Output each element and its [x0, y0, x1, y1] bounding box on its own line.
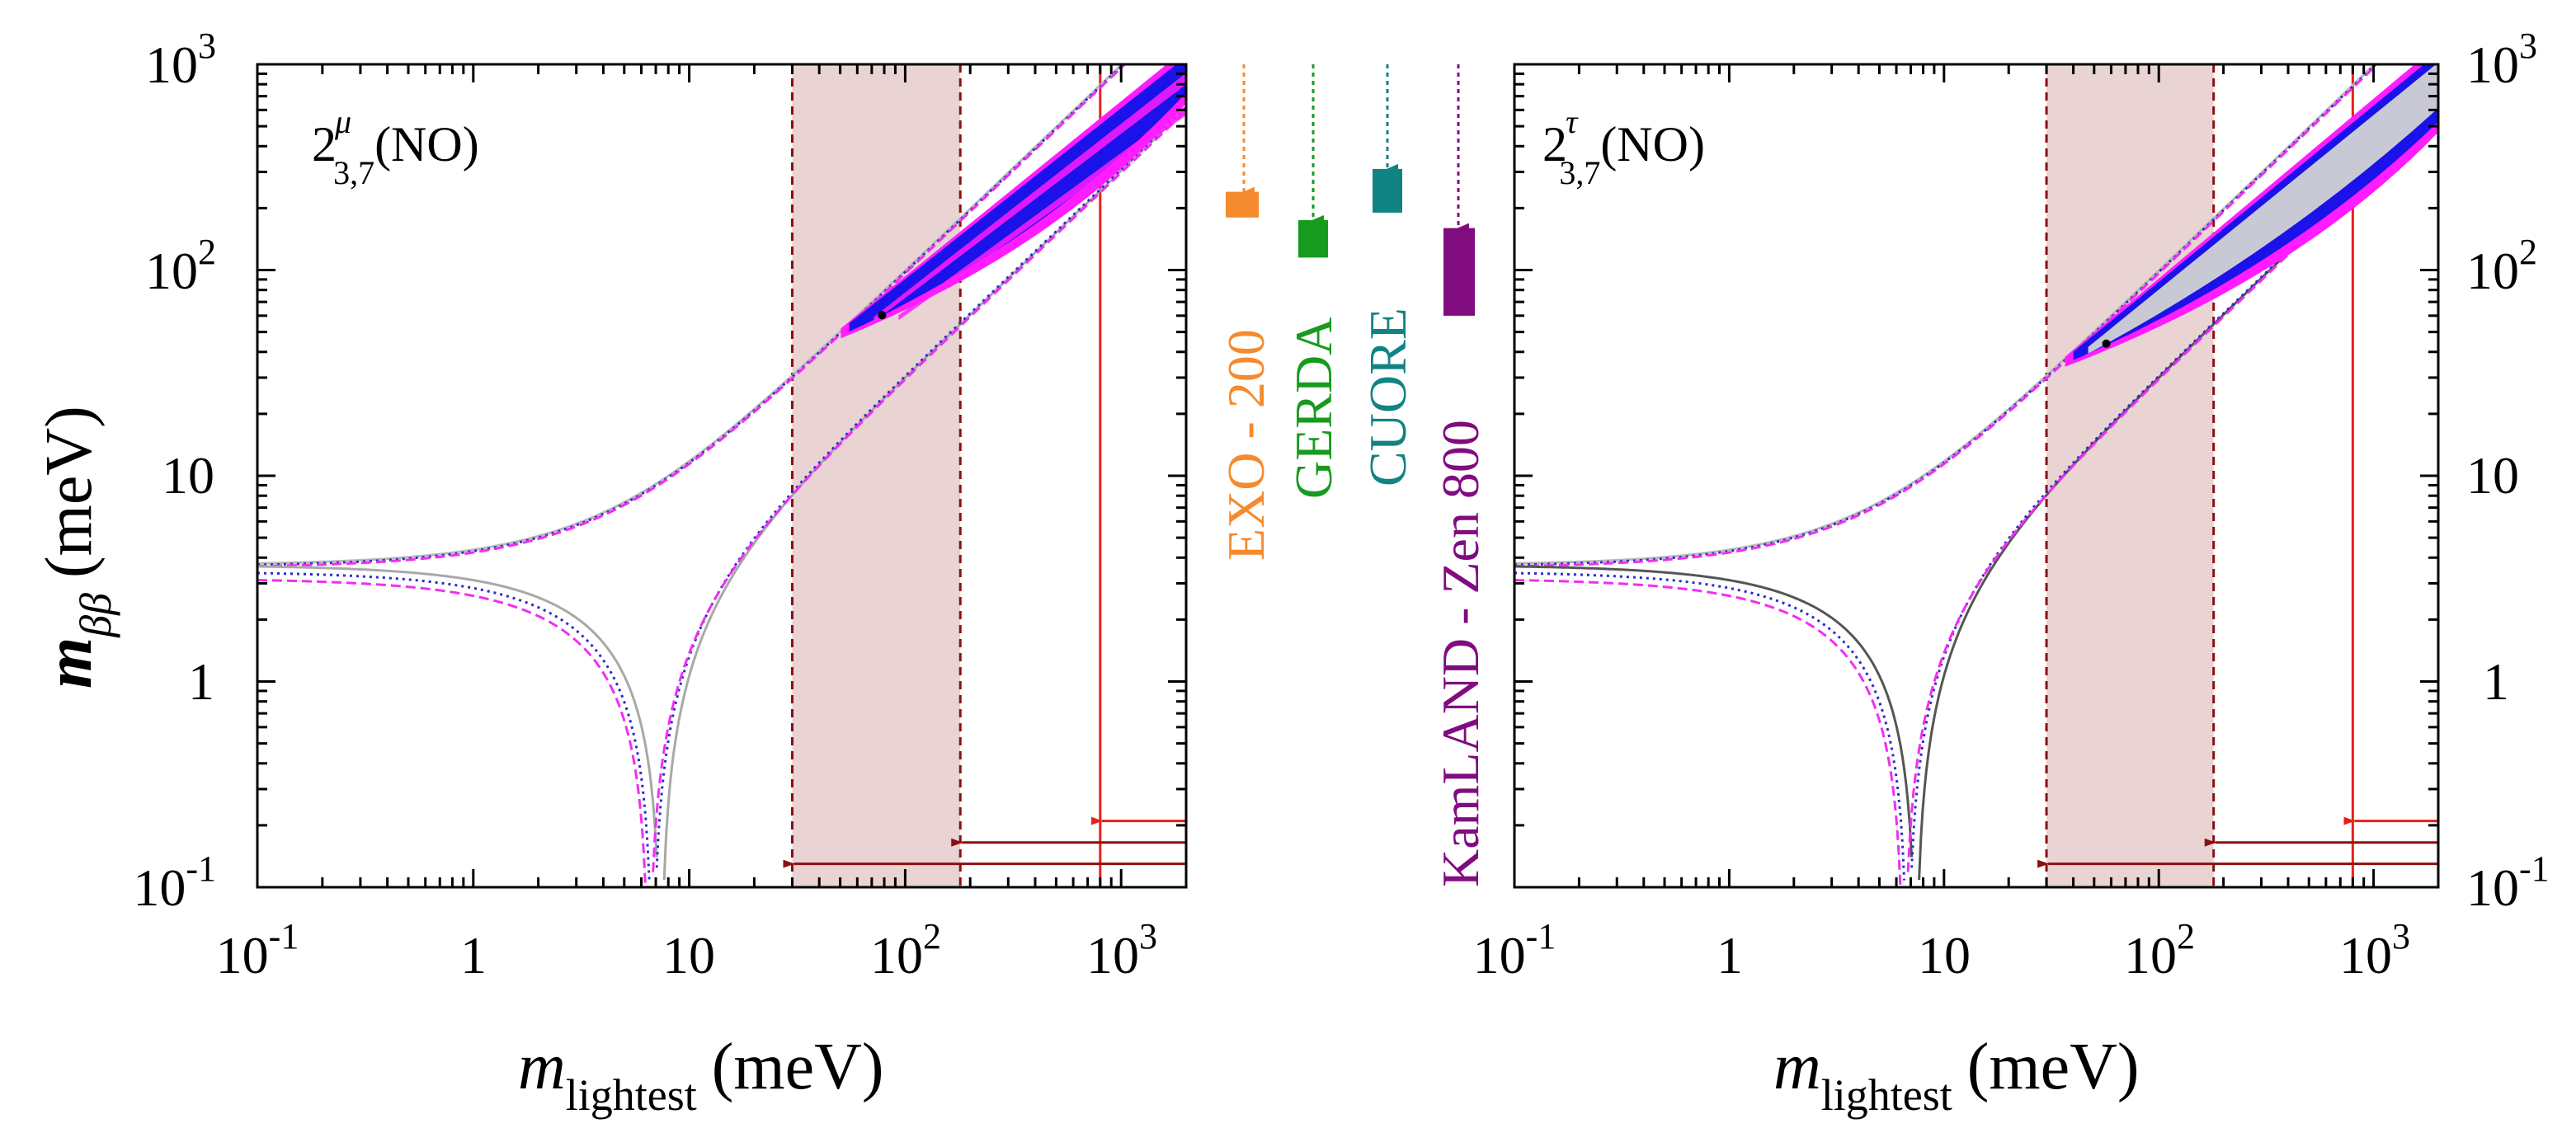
right-x-tick-label-3: 102 — [2124, 916, 2195, 985]
right-x-tick-labels: 10-1 1 10 102 103 — [1473, 916, 2410, 985]
right-y-tick-label-4: 103 — [2466, 26, 2537, 94]
left-lower-magenta-dashed — [257, 110, 1186, 887]
right-x-tick-label-4: 103 — [2339, 916, 2410, 985]
left-y-tick-label-2: 10 — [162, 446, 214, 505]
left-x-tick-label-0: 10-1 — [216, 916, 299, 985]
left-ticks — [256, 63, 1188, 889]
cuore-bar — [1373, 168, 1402, 213]
left-region-main — [849, 64, 1186, 332]
left-x-tick-label-3: 102 — [870, 916, 941, 985]
left-y-tick-label-1: 1 — [188, 652, 214, 711]
experiment-cuore: CUORE — [1359, 64, 1417, 486]
right-region-point — [2102, 339, 2111, 348]
kamland-zen-800-bar — [1443, 228, 1475, 316]
right-lower-blue-dotted — [1514, 106, 2438, 881]
right-panel-label: 2τ 3,7(NO) — [1542, 103, 1705, 191]
left-region-stripe-1 — [874, 73, 1186, 322]
left-x-tick-labels: 10-1 1 10 102 103 — [216, 916, 1157, 985]
right-x-tick-label-0: 10-1 — [1473, 916, 1556, 985]
right-plot-content — [1514, 64, 2438, 887]
experiment-legend: EXO - 200 GERDA CUORE KamLAND - Zen 800 — [1217, 64, 1490, 887]
left-panel: 10-1 1 10 102 103 10-1 1 10 102 103 2μ 3,… — [33, 26, 1188, 1120]
left-plot-content — [257, 64, 1186, 887]
left-region-point — [878, 311, 887, 320]
experiment-gerda: GERDA — [1284, 64, 1343, 499]
right-upper-magenta-dashed — [1514, 64, 2380, 568]
exo-200-bar — [1226, 191, 1259, 218]
gerda-bar — [1298, 219, 1328, 258]
left-y-tick-label-3: 102 — [145, 232, 216, 300]
left-lower-blue-dotted — [257, 106, 1186, 881]
left-x-axis-title: mlightest (meV) — [518, 1031, 884, 1120]
right-x-tick-label-2: 10 — [1918, 926, 1971, 985]
right-upper-gray-curve — [1514, 64, 2376, 565]
right-region-inner — [2088, 64, 2438, 354]
right-plot-body — [1514, 64, 2438, 887]
right-y-tick-label-3: 102 — [2466, 232, 2537, 300]
gerda-label: GERDA — [1284, 317, 1343, 499]
left-plot-body — [257, 64, 1186, 887]
left-panel-label: 2μ 3,7(NO) — [312, 103, 479, 191]
experiment-kamland-zen-800: KamLAND - Zen 800 — [1431, 64, 1490, 887]
right-panel: 10-1 1 10 102 103 10-1 1 10 102 103 2τ 3,… — [1473, 26, 2550, 1120]
left-y-tick-labels: 10-1 1 10 102 103 — [133, 26, 216, 917]
right-y-tick-labels: 10-1 1 10 102 103 — [2466, 26, 2550, 917]
left-region-stripe-2 — [898, 106, 1186, 321]
left-y-tick-label-4: 103 — [145, 26, 216, 94]
right-upper-blue-dotted — [1514, 64, 2378, 566]
left-upper-magenta-dashed — [257, 64, 1127, 568]
left-shaded-band — [792, 64, 961, 887]
left-x-tick-label-2: 10 — [662, 926, 715, 985]
left-upper-gray-curve — [257, 64, 1124, 565]
left-y-tick-label-0: 10-1 — [133, 848, 216, 917]
right-x-axis-title: mlightest (meV) — [1773, 1031, 2140, 1120]
right-ticks — [1513, 63, 2440, 889]
exo-200-label: EXO - 200 — [1217, 329, 1275, 561]
right-shaded-band — [2046, 64, 2214, 887]
left-x-tick-label-4: 103 — [1086, 916, 1157, 985]
left-upper-blue-dotted — [257, 64, 1126, 566]
left-y-axis-title: mββ(meV) — [33, 406, 120, 689]
left-x-tick-label-1: 1 — [460, 926, 487, 985]
right-y-tick-label-0: 10-1 — [2466, 848, 2550, 917]
right-y-tick-label-1: 1 — [2483, 652, 2509, 711]
right-y-tick-label-2: 10 — [2466, 446, 2519, 505]
kamland-zen-800-label: KamLAND - Zen 800 — [1431, 420, 1490, 887]
cuore-label: CUORE — [1359, 308, 1417, 486]
right-x-tick-label-1: 1 — [1717, 926, 1743, 985]
experiment-exo-200: EXO - 200 — [1217, 64, 1275, 561]
